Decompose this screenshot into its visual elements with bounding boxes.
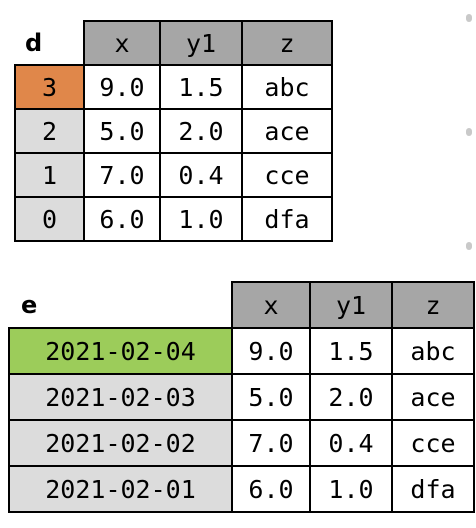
cell-x: 6.0 [83, 196, 161, 242]
row-index: 2021-02-01 [8, 465, 233, 513]
table-row: 2021-02-01 6.0 1.0 dfa [8, 465, 475, 513]
cell-z: ace [391, 373, 475, 421]
header-row: d x y1 z [15, 20, 333, 66]
cell-z: dfa [241, 196, 333, 242]
cell-z: abc [391, 327, 475, 375]
cell-y1: 0.4 [159, 152, 243, 198]
column-header-z: z [241, 20, 333, 66]
cell-y1: 2.0 [159, 108, 243, 154]
cell-z: ace [241, 108, 333, 154]
dataframe-e-table: e x y1 z 2021-02-04 9.0 1.5 abc 2021-02-… [8, 281, 475, 513]
column-header-y1: y1 [159, 20, 243, 66]
table-row: 1 7.0 0.4 cce [14, 152, 333, 198]
table-name-label: d [15, 21, 84, 65]
row-index: 2021-02-03 [8, 373, 233, 421]
row-index: 0 [14, 196, 85, 242]
row-index-highlighted: 2021-02-04 [8, 327, 233, 375]
edge-fragment [466, 14, 472, 22]
cell-z: cce [391, 419, 475, 467]
cell-y1: 1.5 [159, 64, 243, 110]
edge-fragment [466, 242, 472, 250]
header-row: e x y1 z [9, 281, 475, 329]
table-row: 2021-02-03 5.0 2.0 ace [8, 373, 475, 421]
cell-x: 9.0 [231, 327, 311, 375]
cell-z: cce [241, 152, 333, 198]
cell-x: 7.0 [231, 419, 311, 467]
column-header-x: x [231, 281, 311, 329]
table-row: 3 9.0 1.5 abc [14, 64, 333, 110]
row-index-highlighted: 3 [14, 64, 85, 110]
table-row: 0 6.0 1.0 dfa [14, 196, 333, 242]
column-header-y1: y1 [309, 281, 393, 329]
cell-x: 6.0 [231, 465, 311, 513]
cell-x: 5.0 [231, 373, 311, 421]
cell-y1: 0.4 [309, 419, 393, 467]
row-index: 2021-02-02 [8, 419, 233, 467]
dataframe-d-table: d x y1 z 3 9.0 1.5 abc 2 5.0 2.0 ace 1 7… [14, 20, 333, 242]
cell-z: abc [241, 64, 333, 110]
cell-z: dfa [391, 465, 475, 513]
cell-y1: 2.0 [309, 373, 393, 421]
cell-x: 5.0 [83, 108, 161, 154]
column-header-z: z [391, 281, 475, 329]
table-row: 2021-02-04 9.0 1.5 abc [8, 327, 475, 375]
cell-x: 9.0 [83, 64, 161, 110]
row-index: 1 [14, 152, 85, 198]
cell-y1: 1.0 [309, 465, 393, 513]
cell-y1: 1.5 [309, 327, 393, 375]
cell-y1: 1.0 [159, 196, 243, 242]
table-row: 2021-02-02 7.0 0.4 cce [8, 419, 475, 467]
column-header-x: x [83, 20, 161, 66]
row-index: 2 [14, 108, 85, 154]
table-name-label: e [9, 282, 232, 328]
table-row: 2 5.0 2.0 ace [14, 108, 333, 154]
cell-x: 7.0 [83, 152, 161, 198]
edge-fragment [466, 128, 472, 136]
